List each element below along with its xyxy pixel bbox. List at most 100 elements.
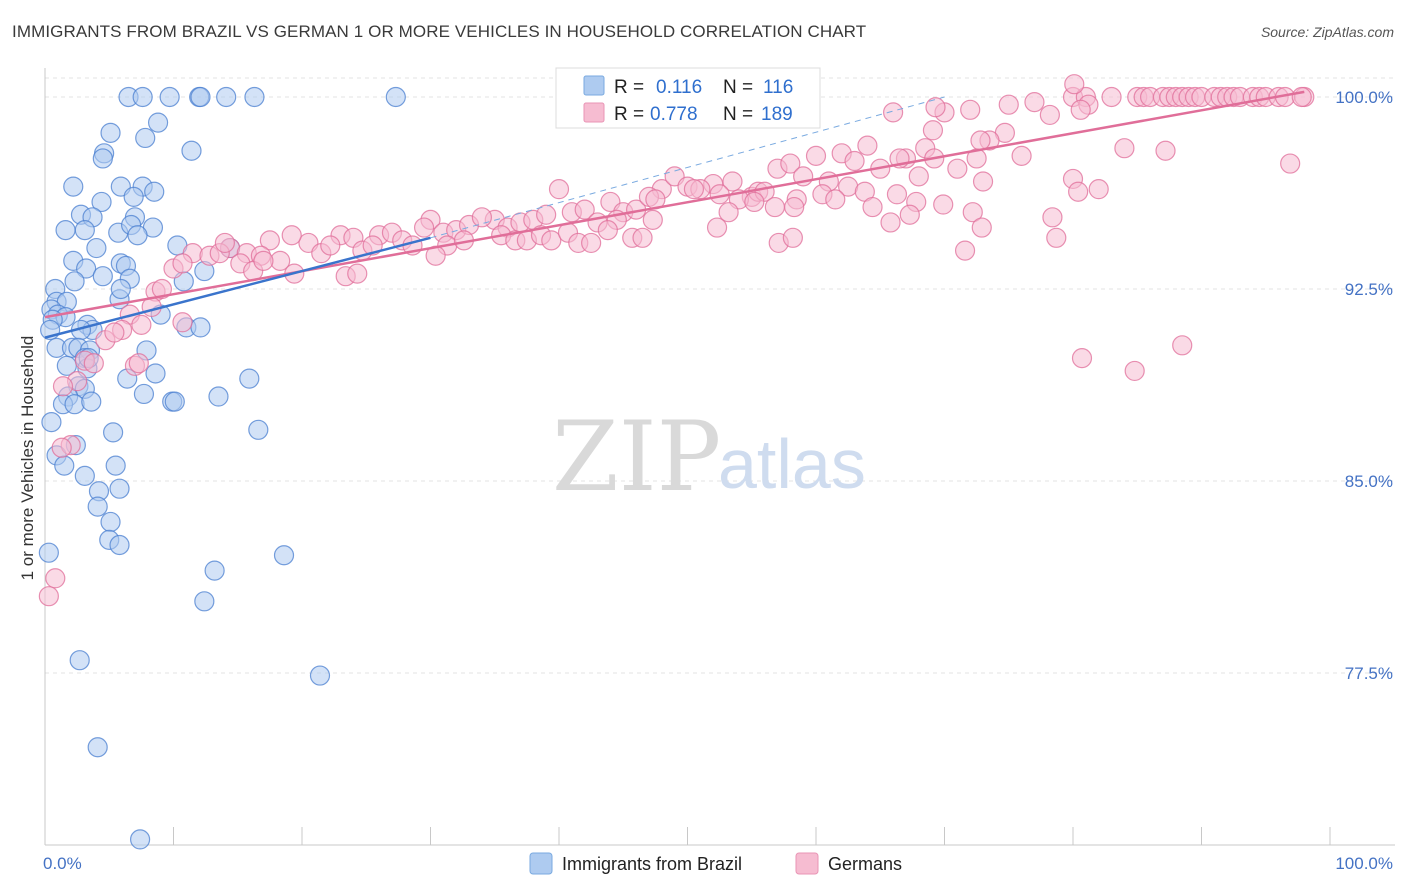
legend-r-value-germans: 0.778 bbox=[650, 104, 698, 125]
data-point bbox=[947, 158, 968, 179]
chart-title: IMMIGRANTS FROM BRAZIL VS GERMAN 1 OR MO… bbox=[12, 22, 867, 41]
data-point bbox=[38, 586, 59, 607]
data-point bbox=[1070, 99, 1091, 120]
data-point bbox=[208, 386, 229, 407]
data-point bbox=[38, 542, 59, 563]
data-point bbox=[574, 199, 595, 220]
data-point bbox=[413, 217, 435, 238]
data-point bbox=[132, 86, 153, 108]
legend-n-label-brazil: N = bbox=[723, 77, 753, 98]
data-point bbox=[642, 209, 663, 230]
data-point bbox=[1046, 227, 1067, 248]
legend-swatch-brazil bbox=[583, 75, 605, 96]
data-point bbox=[248, 419, 269, 440]
y-tick-labels: 100.0% 92.5% 85.0% 77.5% bbox=[1335, 88, 1393, 683]
data-point bbox=[309, 665, 331, 686]
data-point bbox=[966, 148, 987, 169]
data-point bbox=[899, 204, 920, 225]
data-point bbox=[1172, 335, 1193, 356]
data-point bbox=[1088, 179, 1109, 200]
data-point bbox=[471, 207, 492, 228]
series-legend: Immigrants from Brazil Germans bbox=[529, 852, 902, 875]
data-point bbox=[54, 455, 75, 476]
data-point bbox=[145, 363, 166, 384]
data-point bbox=[190, 317, 211, 338]
legend-r-value-brazil: 0.116 bbox=[656, 77, 702, 98]
data-point bbox=[104, 322, 125, 343]
data-point bbox=[172, 312, 193, 333]
data-point bbox=[597, 220, 618, 241]
data-point bbox=[194, 591, 215, 612]
data-point bbox=[92, 266, 113, 287]
data-point bbox=[1039, 104, 1060, 126]
data-point bbox=[1124, 360, 1145, 382]
data-point bbox=[131, 314, 152, 335]
data-point bbox=[1071, 348, 1093, 369]
data-point bbox=[536, 204, 557, 225]
data-point bbox=[128, 353, 149, 374]
data-point bbox=[74, 465, 95, 486]
data-point bbox=[844, 150, 865, 172]
data-point bbox=[86, 237, 107, 259]
data-point bbox=[782, 227, 803, 248]
data-point bbox=[632, 227, 653, 248]
data-point bbox=[998, 94, 1019, 115]
y-tick-label: 77.5% bbox=[1345, 664, 1393, 683]
trend-line-germans bbox=[44, 90, 1305, 319]
data-point bbox=[105, 455, 126, 476]
data-point bbox=[1114, 138, 1135, 159]
data-point bbox=[69, 650, 90, 671]
data-point bbox=[190, 86, 211, 108]
y-axis-label: 1 or more Vehicles in Household bbox=[18, 336, 37, 581]
data-point bbox=[972, 171, 994, 192]
data-point bbox=[1291, 86, 1312, 108]
zipatlas-watermark: ZIP atlas bbox=[552, 401, 866, 513]
data-point bbox=[857, 135, 878, 156]
data-point bbox=[962, 202, 983, 223]
x-tick-labels: 0.0% 100.0% bbox=[43, 854, 1393, 873]
bottom-legend-label-brazil: Immigrants from Brazil bbox=[562, 854, 742, 874]
data-point bbox=[100, 122, 121, 143]
data-point bbox=[100, 511, 121, 533]
data-point bbox=[971, 217, 992, 238]
data-point bbox=[172, 253, 193, 274]
data-point bbox=[960, 99, 981, 120]
data-point bbox=[784, 196, 805, 218]
data-point bbox=[123, 186, 144, 207]
data-point bbox=[1101, 86, 1122, 108]
data-point bbox=[135, 127, 156, 149]
watermark-atlas: atlas bbox=[718, 425, 866, 503]
data-point bbox=[129, 829, 151, 850]
data-point bbox=[87, 496, 108, 517]
data-point bbox=[1068, 181, 1089, 202]
data-point bbox=[1042, 207, 1063, 228]
data-point bbox=[259, 230, 280, 251]
data-point bbox=[281, 225, 302, 246]
data-point bbox=[347, 263, 368, 284]
y-tick-label: 92.5% bbox=[1345, 280, 1393, 299]
data-point bbox=[45, 568, 66, 589]
data-point bbox=[683, 179, 705, 200]
y-tick-label: 100.0% bbox=[1335, 88, 1393, 107]
data-point bbox=[805, 145, 827, 166]
data-point bbox=[127, 225, 148, 246]
data-point bbox=[886, 184, 908, 205]
data-point bbox=[780, 153, 801, 174]
data-point bbox=[581, 232, 602, 254]
legend-r-label-germans: R = bbox=[614, 104, 644, 125]
data-point bbox=[76, 258, 97, 279]
data-point bbox=[64, 394, 85, 415]
data-point bbox=[722, 171, 743, 192]
data-point bbox=[244, 86, 265, 108]
data-point bbox=[159, 86, 180, 108]
data-point bbox=[133, 383, 155, 405]
data-point bbox=[1280, 153, 1301, 174]
data-point bbox=[63, 176, 84, 197]
trend-extension-brazil bbox=[430, 96, 945, 239]
data-point bbox=[83, 353, 104, 374]
data-point bbox=[1011, 145, 1032, 166]
data-point bbox=[52, 376, 74, 397]
data-point bbox=[109, 478, 130, 499]
axes bbox=[44, 68, 1395, 846]
